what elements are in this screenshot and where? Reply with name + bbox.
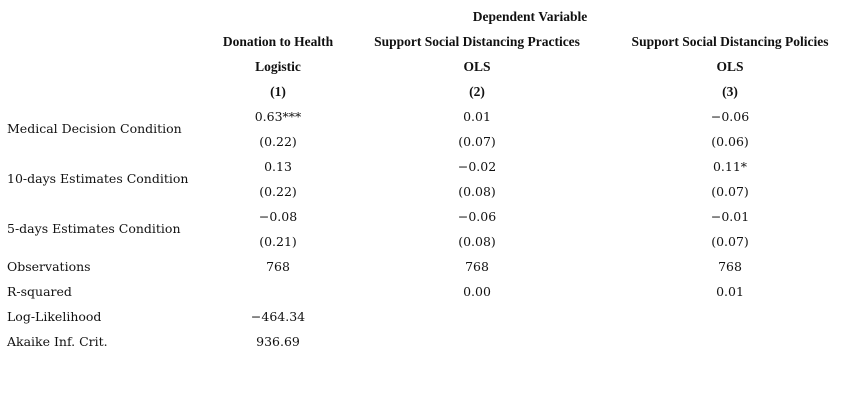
estimate: 0.01 <box>463 109 491 124</box>
stat-value: 768 <box>718 259 742 274</box>
estimate: −0.02 <box>457 159 497 174</box>
estimate: 0.11* <box>712 159 748 174</box>
stat-value: 768 <box>266 259 290 274</box>
estimate: −0.01 <box>710 209 750 224</box>
stat-label: R-squared <box>7 284 72 299</box>
table-title: Dependent Variable <box>472 9 588 24</box>
model-number: (3) <box>722 84 738 99</box>
std-error: (0.08) <box>458 234 496 249</box>
row-label: 5-days Estimates Condition <box>7 221 181 236</box>
std-error: (0.07) <box>711 234 749 249</box>
estimate: −0.06 <box>710 109 750 124</box>
std-error: (0.22) <box>259 184 297 199</box>
stat-value: 768 <box>465 259 489 274</box>
dependent-variable: Donation to Health <box>222 34 334 49</box>
std-error: (0.22) <box>259 134 297 149</box>
stat-value: 0.00 <box>463 284 491 299</box>
model-type: OLS <box>463 59 491 74</box>
model-type: Logistic <box>255 59 301 74</box>
std-error: (0.07) <box>458 134 496 149</box>
stat-label: Log-Likelihood <box>7 309 102 324</box>
dependent-variable: Support Social Distancing Policies <box>631 34 829 49</box>
model-type: OLS <box>716 59 744 74</box>
dependent-variable: Support Social Distancing Practices <box>374 34 580 49</box>
std-error: (0.08) <box>458 184 496 199</box>
model-number: (1) <box>270 84 286 99</box>
std-error: (0.21) <box>259 234 297 249</box>
estimate: 0.13 <box>264 159 292 174</box>
estimate: −0.06 <box>457 209 497 224</box>
row-label: 10-days Estimates Condition <box>7 171 189 186</box>
stat-value: 0.01 <box>716 284 744 299</box>
estimate: −0.08 <box>258 209 298 224</box>
estimate: 0.63*** <box>254 109 302 124</box>
model-number: (2) <box>469 84 485 99</box>
stat-label: Akaike Inf. Crit. <box>7 334 108 349</box>
std-error: (0.06) <box>711 134 749 149</box>
stat-label: Observations <box>7 259 91 274</box>
stat-value: −464.34 <box>250 309 306 324</box>
row-label: Medical Decision Condition <box>7 121 182 136</box>
stat-value: 936.69 <box>256 334 300 349</box>
std-error: (0.07) <box>711 184 749 199</box>
